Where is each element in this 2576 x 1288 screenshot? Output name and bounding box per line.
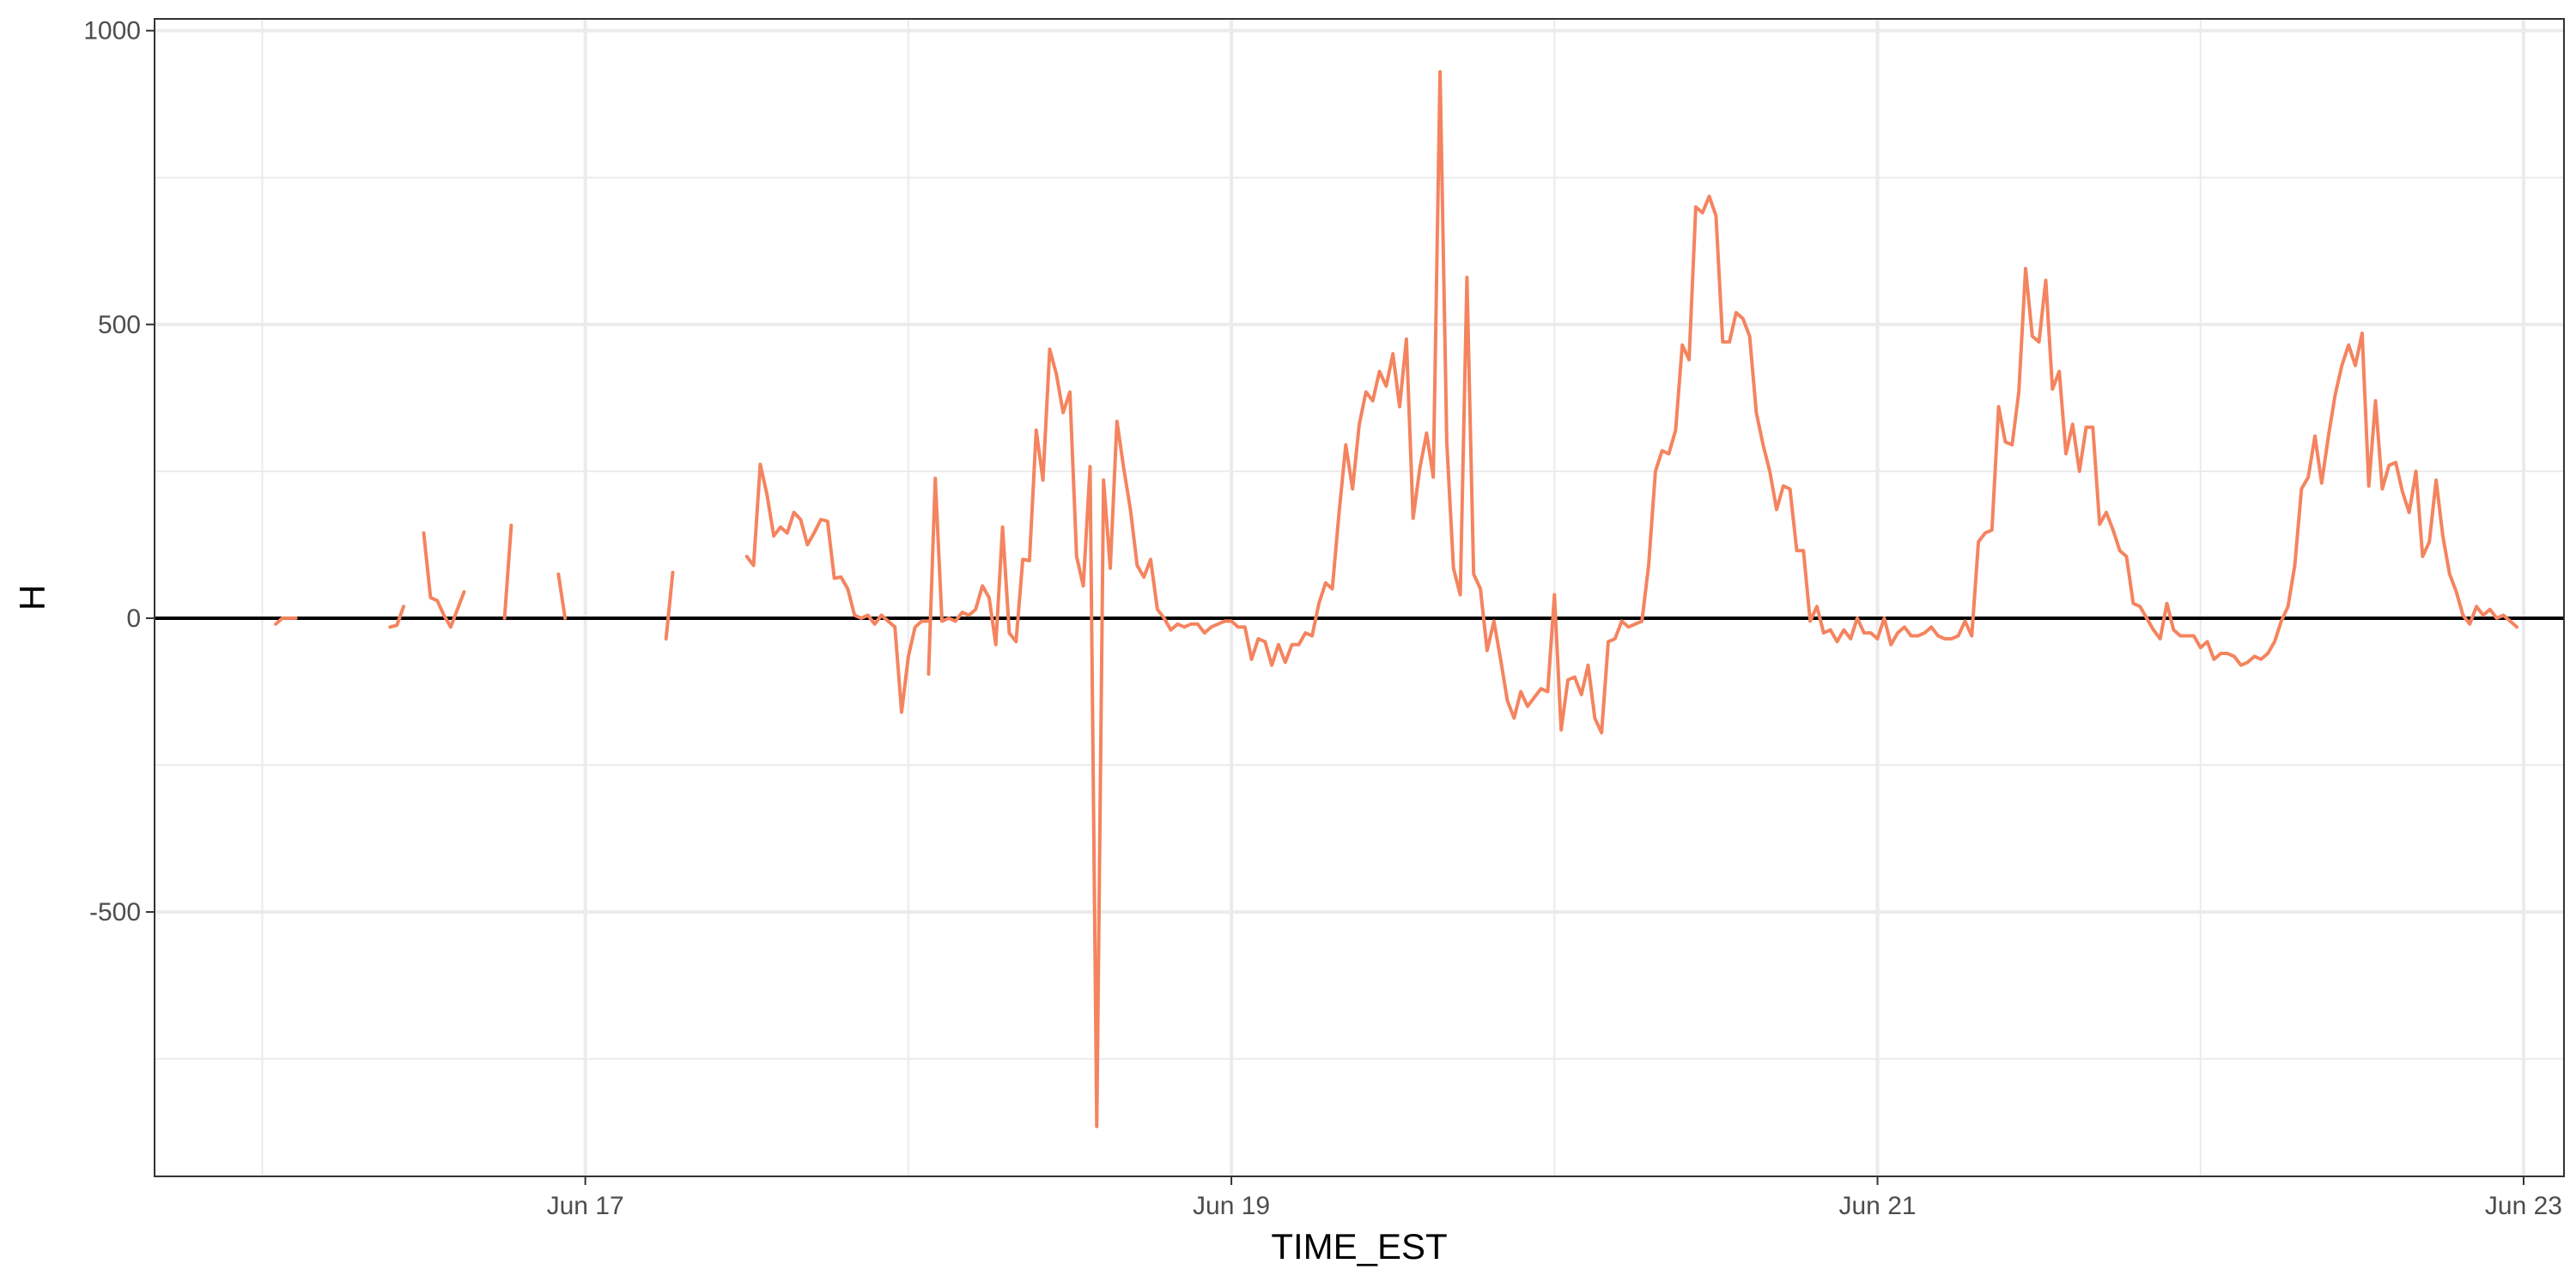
- series-line-segment: [664, 570, 675, 641]
- y-axis-title: H: [12, 585, 52, 611]
- series-h: [274, 70, 2519, 1128]
- y-axis: -500 0 500 1000: [83, 17, 155, 927]
- series-line-segment: [744, 462, 931, 714]
- x-tick-label: Jun 21: [1838, 1192, 1916, 1220]
- y-tick-label: 500: [98, 311, 141, 339]
- series-line-segment: [422, 531, 466, 629]
- y-tick-label: -500: [89, 898, 141, 927]
- minor-gridlines: [155, 19, 2564, 1176]
- x-axis: Jun 17 Jun 19 Jun 21 Jun 23: [547, 1176, 2562, 1220]
- series-line-segment: [388, 605, 405, 629]
- series-line-segment: [927, 70, 2519, 1128]
- series-line-segment: [502, 523, 513, 620]
- x-tick-label: Jun 23: [2485, 1192, 2562, 1220]
- series-line-segment: [556, 572, 568, 620]
- plot-panel-border: [154, 18, 2565, 1177]
- series-line-segment: [274, 616, 298, 626]
- y-tick-label: 1000: [83, 17, 141, 46]
- y-tick-label: 0: [126, 605, 141, 633]
- x-axis-title: TIME_EST: [1271, 1226, 1447, 1267]
- x-tick-label: Jun 17: [547, 1192, 624, 1220]
- x-tick-label: Jun 19: [1193, 1192, 1270, 1220]
